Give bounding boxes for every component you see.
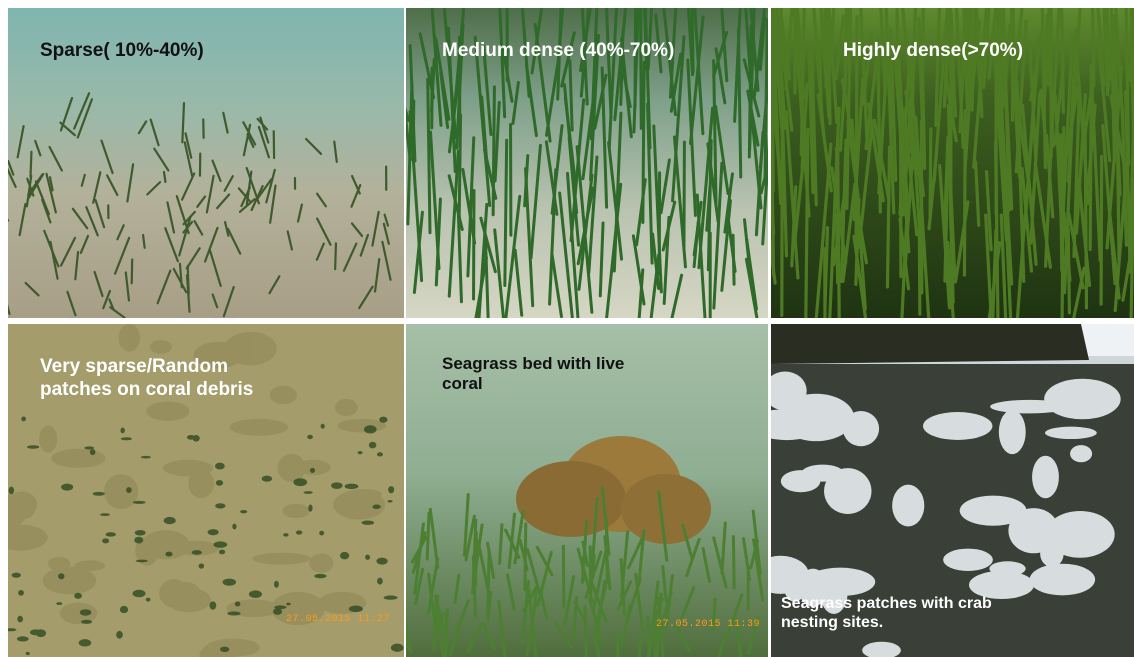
panel-caption: Very sparse/Random patches on coral debr…	[40, 356, 254, 400]
photo-sparse-seagrass: Sparse( 10%-40%)	[8, 8, 404, 318]
coral-debris-seagrass-image	[8, 324, 404, 657]
photo-timestamp: 27.05.2015 11:39	[656, 619, 761, 630]
photo-medium-dense-seagrass: Medium dense (40%-70%)	[406, 8, 768, 318]
seagrass-live-coral-image	[406, 324, 768, 657]
panel-caption: Sparse( 10%-40%)	[40, 40, 204, 61]
shoreline-trees	[771, 324, 1089, 364]
photo-seagrass-live-coral: Seagrass bed with live coral 27.05.2015 …	[406, 324, 768, 657]
panel-caption: Medium dense (40%-70%)	[442, 40, 675, 61]
panel-caption: Seagrass patches with crab nesting sites…	[781, 595, 992, 632]
sparse-seagrass-image	[8, 8, 404, 318]
photo-highly-dense-seagrass: Highly dense(>70%)	[771, 8, 1134, 318]
coral-shape	[516, 461, 626, 537]
photo-coral-debris-seagrass: Very sparse/Random patches on coral debr…	[8, 324, 404, 657]
photo-crab-nesting-sites: Seagrass patches with crab nesting sites…	[771, 324, 1134, 657]
photo-timestamp: 27.05.2015 11:27	[286, 614, 391, 625]
highly-dense-seagrass-image	[771, 8, 1134, 318]
panel-caption: Highly dense(>70%)	[843, 40, 1024, 61]
coral-shape	[621, 474, 711, 544]
medium-dense-seagrass-image	[406, 8, 768, 318]
crab-nesting-sites-image	[771, 324, 1134, 657]
panel-caption: Seagrass bed with live coral	[442, 354, 625, 394]
